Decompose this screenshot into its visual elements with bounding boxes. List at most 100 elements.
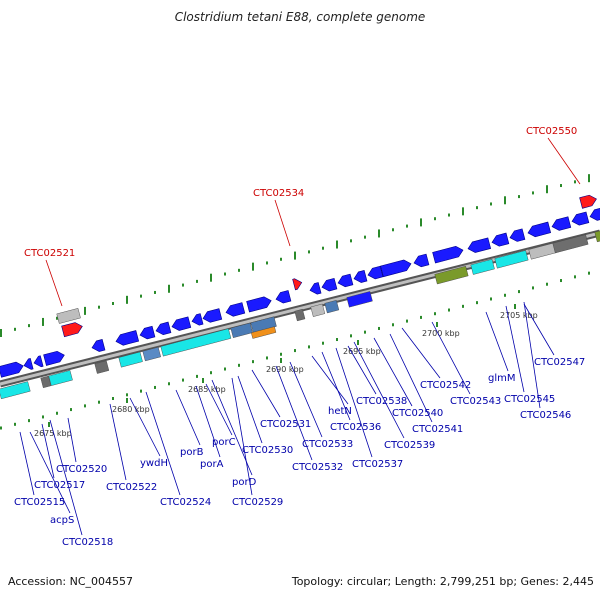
gene-label-ctc02522: CTC02522	[106, 403, 157, 493]
gc-dash-lower	[574, 275, 576, 279]
gene-arrow	[225, 302, 246, 317]
gc-dash	[364, 235, 366, 239]
highlight-leader-line	[547, 137, 581, 185]
gc-dash-lower	[0, 426, 2, 430]
gc-dash-lower	[42, 415, 44, 419]
gene-label-ywdh: ywdH	[129, 397, 168, 469]
gene-label-text: CTC02532	[292, 462, 343, 473]
highlight-label-ctc02550: CTC02550	[526, 126, 581, 185]
gene-box	[40, 375, 52, 389]
gene-box-shape	[434, 265, 469, 285]
gc-dash-lower	[462, 304, 464, 308]
gene-box-shape	[40, 375, 52, 389]
highlight-label-ctc02534: CTC02534	[253, 188, 304, 247]
gene-label-text: acpS	[50, 515, 74, 526]
gene-arrow	[275, 290, 292, 304]
gc-dash	[448, 213, 450, 217]
gene-arrow	[527, 221, 552, 238]
gc-dash-lower	[560, 279, 562, 283]
scale-track: 2675 kbp 2680 kbp 2685 kbp 2690 kbp 2695 kbp…	[34, 304, 538, 438]
gc-dash	[224, 272, 226, 276]
gc-dash	[210, 273, 212, 282]
gene-box	[470, 259, 495, 275]
gene-label-text: CTC02546	[520, 410, 571, 421]
gc-dash	[462, 207, 464, 216]
gc-dash	[560, 184, 562, 188]
gc-dash	[504, 196, 506, 205]
gene-label-text: CTC02536	[330, 422, 381, 433]
gene-box-shape	[294, 308, 306, 322]
gene-arrow	[551, 216, 572, 231]
gene-box-shape	[94, 360, 110, 374]
gc-dash-lower	[84, 404, 86, 408]
gene-arrow	[413, 253, 430, 268]
gene-label-hetn: hetN	[311, 355, 352, 417]
gc-dash-lower	[336, 338, 338, 342]
gene-box-shape	[230, 322, 253, 338]
gene-box	[230, 322, 253, 338]
gene-box	[142, 346, 161, 362]
leader-line	[485, 311, 509, 372]
scale-tick-mark	[436, 322, 438, 327]
gc-dash	[196, 279, 198, 283]
gc-dash	[112, 302, 114, 306]
gene-label-ctc02536: CTC02536	[321, 351, 381, 433]
gene-label-ctc02515: CTC02515	[14, 431, 65, 508]
gc-dash-lower	[252, 360, 254, 364]
leader-line	[251, 369, 281, 418]
scale-label: 2675 kbp	[34, 429, 72, 438]
gc-dash-lower	[140, 389, 142, 393]
gene-box-orange-shape	[250, 326, 277, 339]
gc-dash-lower	[420, 315, 422, 319]
gc-dash	[280, 257, 282, 261]
leader-line	[231, 377, 253, 496]
gene-label-layer: CTC02515 acpS CTC02517 CTC02518 CTC02520 CTC0…	[14, 126, 585, 548]
gene-label-text: porD	[232, 477, 257, 488]
gc-dash-lower	[126, 393, 128, 397]
gc-dash-lower	[112, 397, 114, 401]
gene-arrow	[202, 308, 223, 323]
gene-label-text: CTC02547	[534, 357, 585, 368]
gc-dash-lower	[532, 286, 534, 290]
gene-label-ctc02537: CTC02537	[335, 347, 403, 470]
gene-label-ctc02529: CTC02529	[231, 377, 283, 508]
gc-dash-lower	[70, 408, 72, 412]
scale-tick: 2675 kbp	[34, 422, 72, 438]
gc-dash-lower	[196, 374, 198, 378]
gc-dash-lower	[224, 367, 226, 371]
highlight-label-text: CTC02521	[24, 248, 75, 259]
gene-arrow-shape	[155, 321, 172, 336]
gene-arrow-shape	[380, 259, 412, 278]
scale-label: 2680 kbp	[112, 405, 150, 414]
leader-line	[41, 423, 55, 479]
gene-arrow	[139, 325, 156, 340]
gene-label-ctc02543: CTC02543	[431, 321, 501, 407]
gc-dash-lower	[210, 371, 212, 375]
gene-label-text: hetN	[328, 406, 352, 417]
gc-dash-lower	[182, 378, 184, 382]
gc-dash-lower	[504, 293, 506, 297]
gc-dash	[56, 316, 58, 320]
leader-line	[289, 361, 323, 438]
highlight-leader-line	[45, 259, 63, 307]
gene-box-grey-top-shape	[56, 308, 81, 324]
gc-dash	[518, 195, 520, 199]
gc-dash-lower	[280, 352, 282, 356]
scale-label: 2695 kbp	[343, 347, 381, 356]
gene-label-ctc02524: CTC02524	[145, 391, 211, 508]
gc-dash	[574, 180, 576, 184]
gc-dash-lower	[406, 319, 408, 323]
gene-label-ctc02546: CTC02546	[520, 301, 571, 421]
gene-label-ctc02517: CTC02517	[34, 423, 85, 491]
gene-arrow-shape	[115, 330, 140, 346]
gc-dash-lower	[364, 330, 366, 334]
gc-dash	[420, 218, 422, 227]
gene-arrow	[309, 282, 322, 295]
gene-box-shape	[310, 303, 326, 317]
gene-label-text: ywdH	[140, 458, 168, 469]
leader-line	[129, 397, 161, 457]
leader-line	[431, 321, 471, 395]
gene-box-shape	[0, 381, 31, 400]
gc-dash-lower	[588, 271, 590, 275]
